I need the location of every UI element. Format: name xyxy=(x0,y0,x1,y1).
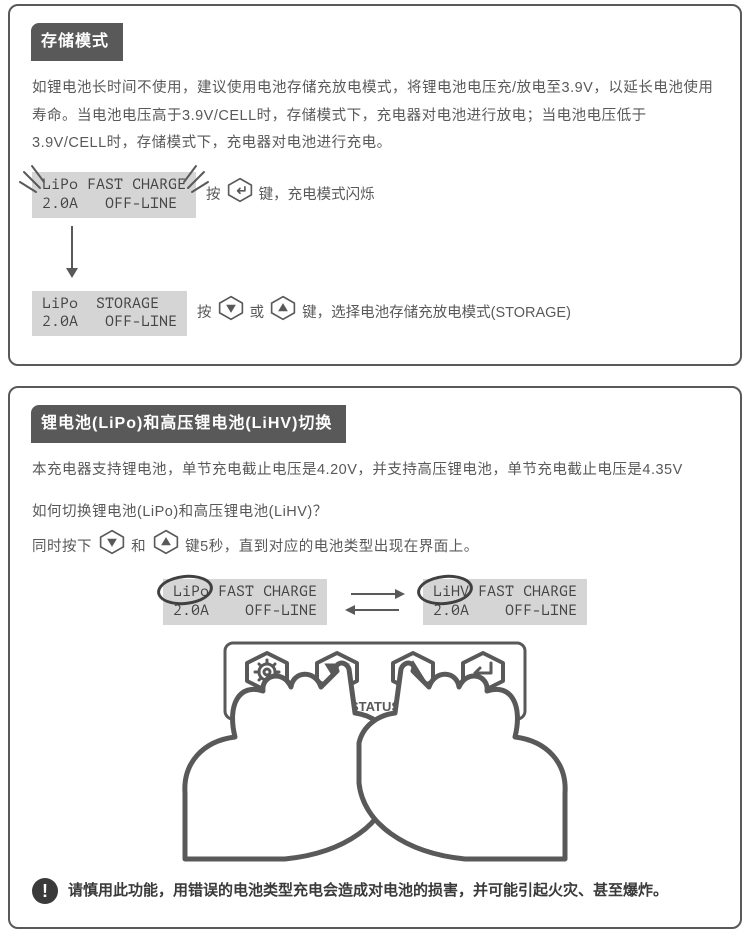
down-key-icon xyxy=(99,529,125,566)
hands-press-illustration: STOP STATUS START xyxy=(32,633,718,863)
warning-row: ! 请慎用此功能，用错误的电池类型充电会造成对电池的损害，并可能引起火灾、甚至爆… xyxy=(32,877,718,906)
howto-instruction: 同时按下 和 键5秒，直到对应的电池类型出现在界面上。 xyxy=(32,529,718,566)
down-key-icon xyxy=(218,295,244,332)
enter-key-icon xyxy=(227,177,253,214)
lcd-swap-row: LiPo FAST CHARGE 2.0A OFF-LINE LiHV FAST… xyxy=(32,579,718,625)
arrow-down-icon xyxy=(62,224,718,285)
warning-icon: ! xyxy=(32,878,58,904)
howto-question: 如何切换锂电池(LiPo)和高压锂电池(LiHV)？ xyxy=(32,499,718,527)
swap-arrows-icon xyxy=(345,587,405,617)
section-title: 锂电池(LiPo)和高压锂电池(LiHV)切换 xyxy=(31,405,346,443)
up-key-icon xyxy=(153,529,179,566)
storage-mode-panel: 存储模式 如锂电池长时间不使用，建议使用电池存储充放电模式，将锂电池电压充/放电… xyxy=(8,4,742,366)
step1-row: LiPo FAST CHARGE 2.0A OFF-LINE 按 xyxy=(32,172,718,218)
storage-intro-text: 如锂电池长时间不使用，建议使用电池存储充放电模式，将锂电池电压充/放电至3.9V… xyxy=(32,75,718,158)
lcd-lipo: LiPo FAST CHARGE 2.0A OFF-LINE xyxy=(163,579,327,625)
support-text: 本充电器支持锂电池，单节充电截止电压是4.20V，并支持高压锂电池，单节充电截止… xyxy=(32,457,718,485)
warning-text: 请慎用此功能，用错误的电池类型充电会造成对电池的损害，并可能引起火灾、甚至爆炸。 xyxy=(68,877,668,906)
lcd-storage: LiPo STORAGE 2.0A OFF-LINE xyxy=(32,291,187,337)
section-title: 存储模式 xyxy=(31,23,123,61)
up-key-icon xyxy=(270,295,296,332)
lipo-lihv-panel: 锂电池(LiPo)和高压锂电池(LiHV)切换 本充电器支持锂电池，单节充电截止… xyxy=(8,386,742,929)
step2-row: LiPo STORAGE 2.0A OFF-LINE 按 或 键，选择电池存储充… xyxy=(32,291,718,337)
lcd-fast-charge: LiPo FAST CHARGE 2.0A OFF-LINE xyxy=(32,172,196,218)
lcd-lihv: LiHV FAST CHARGE 2.0A OFF-LINE xyxy=(423,579,587,625)
